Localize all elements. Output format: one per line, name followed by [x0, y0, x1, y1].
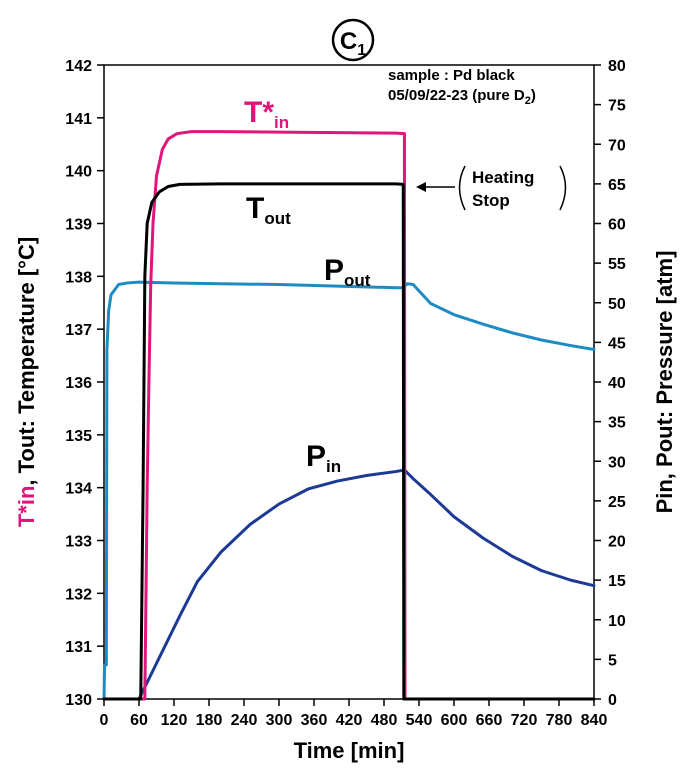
- y-left-tick-label: 140: [65, 164, 92, 181]
- series-label-tout: Tout: [246, 192, 291, 228]
- y-right-axis-title: Pin, Pout: Pressure [atm]: [652, 251, 677, 514]
- heating-stop-arrow-head: [416, 182, 426, 192]
- x-tick-label: 60: [130, 712, 148, 729]
- y-left-tick-label: 138: [65, 269, 92, 286]
- y-left-tick-label: 137: [65, 322, 92, 339]
- x-tick-label: 660: [476, 712, 503, 729]
- series-line-pin: [137, 468, 596, 701]
- y-right-tick-label: 0: [608, 692, 617, 709]
- x-axis-ticks: 0 60 120 180 240 300 360 420 480 540 600 660 720 780 8…: [100, 699, 608, 729]
- heating-stop-annotation: Heating Stop: [416, 165, 567, 211]
- series-line-pout: [102, 280, 596, 701]
- x-tick-label: 540: [406, 712, 433, 729]
- panel-label-text: C1: [340, 28, 366, 59]
- y-right-tick-label: 45: [608, 335, 626, 352]
- y-right-tick-label: 10: [608, 613, 626, 630]
- panel-label: C1: [331, 18, 375, 62]
- y-right-tick-label: 65: [608, 177, 626, 194]
- series-layer: [102, 130, 596, 701]
- x-tick-label: 240: [231, 712, 258, 729]
- x-tick-label: 780: [546, 712, 573, 729]
- panel-label-circle: [331, 18, 375, 62]
- y-left-tick-label: 132: [65, 586, 92, 603]
- x-tick-label: 120: [161, 712, 188, 729]
- y-right-tick-label: 50: [608, 296, 626, 313]
- y-right-tick-label: 80: [608, 58, 626, 75]
- y-left-tick-label: 136: [65, 375, 92, 392]
- y-left-tick-label: 139: [65, 217, 92, 234]
- y-left-tick-label: 135: [65, 428, 92, 445]
- y-right-tick-label: 15: [608, 573, 626, 590]
- heating-stop-line2: Stop: [472, 191, 510, 210]
- y-right-tick-label: 20: [608, 534, 626, 551]
- y-left-tick-label: 141: [65, 111, 92, 128]
- x-tick-label: 420: [336, 712, 363, 729]
- sample-annotation-line2: 05/09/22-23 (pure D2): [388, 87, 536, 107]
- series-line-t-in: [102, 130, 596, 701]
- y-right-tick-label: 40: [608, 375, 626, 392]
- y-right-tick-label: 60: [608, 217, 626, 234]
- heating-stop-line1: Heating: [472, 168, 534, 187]
- x-tick-label: 360: [301, 712, 328, 729]
- y-left-tick-label: 134: [65, 481, 92, 498]
- y-left-tick-label: 142: [65, 58, 92, 75]
- y-left-axis-ticks: 130 131 132 133 134 135 136 137 138 139 140 141 142: [65, 58, 104, 709]
- x-tick-label: 840: [581, 712, 608, 729]
- x-tick-label: 720: [511, 712, 538, 729]
- y-left-tick-label: 131: [65, 639, 92, 656]
- y-left-axis-title: T*in, Tout: Temperature [°C]: [14, 237, 39, 527]
- series-label-pout: Pout: [324, 254, 371, 290]
- y-right-tick-label: 55: [608, 256, 626, 273]
- y-right-tick-label: 35: [608, 415, 626, 432]
- y-right-tick-label: 30: [608, 454, 626, 471]
- y-left-tick-label: 130: [65, 692, 92, 709]
- y-right-tick-label: 70: [608, 137, 626, 154]
- sample-annotation-line1: sample : Pd black: [388, 67, 515, 84]
- x-axis-title: Time [min]: [294, 738, 405, 763]
- heating-stop-right-paren: [559, 165, 567, 211]
- series-label-pin: Pin: [306, 440, 341, 476]
- x-tick-label: 180: [196, 712, 223, 729]
- series-line-tout: [102, 182, 596, 701]
- y-right-axis-ticks: 0 5 10 15 20 25 30 35 40 45 50 55 60 65 70 75 80: [594, 58, 626, 709]
- x-tick-label: 600: [441, 712, 468, 729]
- x-tick-label: 0: [100, 712, 109, 729]
- plot-frame: [103, 64, 595, 700]
- x-tick-label: 300: [266, 712, 293, 729]
- heating-stop-left-paren: [458, 165, 466, 211]
- y-right-tick-label: 75: [608, 98, 626, 115]
- y-right-tick-label: 25: [608, 494, 626, 511]
- x-tick-label: 480: [371, 712, 398, 729]
- series-label-tin: T*in: [244, 96, 289, 132]
- y-left-tick-label: 133: [65, 534, 92, 551]
- y-right-tick-label: 5: [608, 652, 617, 669]
